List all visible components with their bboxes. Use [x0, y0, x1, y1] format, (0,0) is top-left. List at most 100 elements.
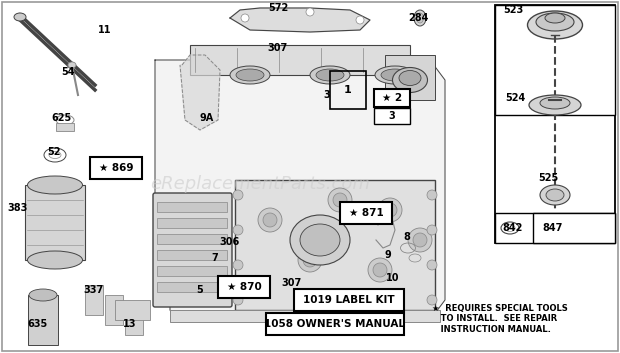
Text: 9A: 9A [200, 113, 214, 123]
Ellipse shape [27, 251, 82, 269]
Ellipse shape [399, 71, 421, 85]
Circle shape [298, 248, 322, 272]
Text: 3: 3 [324, 90, 330, 100]
Text: ★  REQUIRES SPECIAL TOOLS
   TO INSTALL.  SEE REPAIR
   INSTRUCTION MANUAL.: ★ REQUIRES SPECIAL TOOLS TO INSTALL. SEE… [432, 304, 568, 334]
Bar [266, 313, 404, 335]
Text: 635: 635 [28, 319, 48, 329]
Text: 8: 8 [404, 232, 410, 242]
Circle shape [258, 208, 282, 232]
Circle shape [378, 198, 402, 222]
Ellipse shape [528, 11, 583, 39]
Ellipse shape [381, 69, 409, 81]
Text: 847: 847 [543, 223, 563, 233]
Ellipse shape [545, 13, 565, 23]
Bar [495, 213, 615, 243]
Circle shape [427, 225, 437, 235]
Text: 54: 54 [61, 67, 75, 77]
Text: ★ 869: ★ 869 [99, 163, 133, 173]
Ellipse shape [68, 62, 76, 68]
Circle shape [303, 253, 317, 267]
Bar [85, 285, 103, 315]
Ellipse shape [536, 13, 574, 31]
Bar [25, 185, 85, 260]
Bar [157, 218, 227, 228]
Circle shape [233, 225, 243, 235]
Circle shape [233, 190, 243, 200]
Circle shape [328, 188, 352, 212]
Circle shape [233, 260, 243, 270]
Text: 7: 7 [211, 253, 218, 263]
Bar [157, 250, 227, 260]
Text: 1058 OWNER'S MANUAL: 1058 OWNER'S MANUAL [265, 319, 405, 329]
Polygon shape [180, 55, 220, 130]
Ellipse shape [300, 224, 340, 256]
Text: 1019 LABEL KIT: 1019 LABEL KIT [303, 295, 395, 305]
Circle shape [383, 203, 397, 217]
Circle shape [408, 228, 432, 252]
Circle shape [368, 258, 392, 282]
Bar [190, 45, 410, 75]
Bar [90, 157, 142, 179]
FancyBboxPatch shape [153, 193, 232, 307]
Bar [294, 289, 404, 311]
Text: 306: 306 [220, 237, 240, 247]
Bar [157, 266, 227, 276]
Text: 13: 13 [123, 319, 137, 329]
Bar [340, 202, 392, 224]
Circle shape [241, 14, 249, 22]
Ellipse shape [290, 215, 350, 265]
Text: 307: 307 [282, 278, 302, 288]
Text: 625: 625 [52, 113, 72, 123]
Ellipse shape [236, 69, 264, 81]
Bar [330, 71, 366, 109]
Ellipse shape [529, 95, 581, 115]
Ellipse shape [230, 66, 270, 84]
Bar [105, 295, 123, 325]
Circle shape [413, 233, 427, 247]
Circle shape [427, 295, 437, 305]
Bar [385, 55, 435, 100]
Bar [157, 282, 227, 292]
Text: 9: 9 [384, 250, 391, 260]
Bar [157, 202, 227, 212]
Text: 337: 337 [84, 285, 104, 295]
Ellipse shape [29, 289, 57, 301]
Text: 842: 842 [503, 223, 523, 233]
Ellipse shape [546, 189, 564, 201]
Text: 523: 523 [503, 5, 523, 15]
Ellipse shape [27, 176, 82, 194]
Text: 572: 572 [268, 3, 288, 13]
Bar [125, 305, 143, 335]
Circle shape [306, 8, 314, 16]
Text: ★ 871: ★ 871 [348, 208, 383, 218]
Text: 3: 3 [389, 111, 396, 121]
Polygon shape [230, 8, 370, 32]
Text: 10: 10 [386, 273, 400, 283]
Ellipse shape [540, 185, 570, 205]
Bar [115, 300, 150, 320]
Bar [170, 310, 440, 322]
Bar [235, 180, 435, 310]
Bar [157, 234, 227, 244]
Text: 383: 383 [8, 203, 28, 213]
Bar [495, 5, 615, 243]
Text: 525: 525 [538, 173, 558, 183]
Ellipse shape [310, 66, 350, 84]
Bar [495, 5, 615, 115]
Polygon shape [155, 60, 445, 320]
Ellipse shape [392, 67, 428, 92]
Bar [374, 108, 410, 124]
Circle shape [333, 193, 347, 207]
Text: eReplacementParts.com: eReplacementParts.com [151, 175, 370, 192]
Circle shape [356, 16, 364, 24]
Ellipse shape [316, 69, 344, 81]
Circle shape [233, 295, 243, 305]
Circle shape [427, 260, 437, 270]
Text: 1: 1 [344, 85, 352, 95]
Bar [28, 295, 58, 345]
Ellipse shape [14, 13, 26, 21]
Text: 52: 52 [47, 147, 61, 157]
Ellipse shape [375, 66, 415, 84]
Text: 5: 5 [197, 285, 203, 295]
Bar [218, 276, 270, 298]
